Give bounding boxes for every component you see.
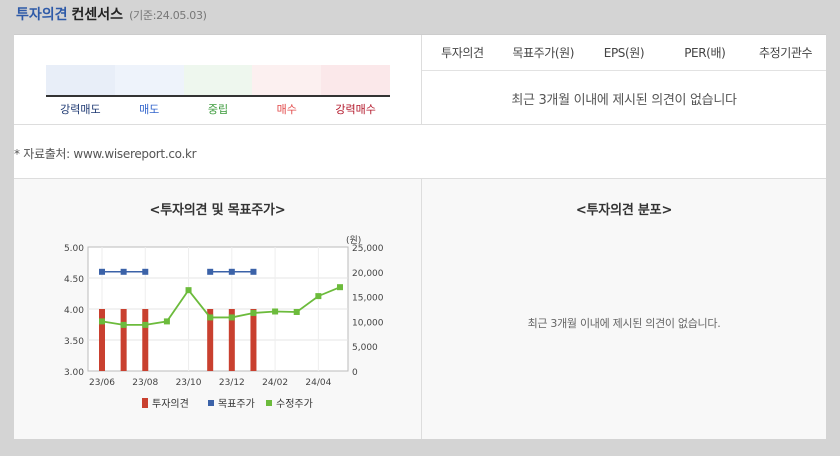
legend-swatch-adjusted [266,400,272,406]
charts-area: <투자의견 및 목표주가> 5.00 4.50 4.00 3.50 3.00 25,000… [14,179,826,439]
opinion-distribution-panel: <투자의견 분포> 최근 3개월 이내에 제시된 의견이 없습니다. [421,179,826,439]
y-left-tick-label: 3.00 [64,368,84,378]
table-column-header: EPS(원) [603,46,645,60]
y-left-tick-label: 5.00 [64,244,84,254]
legend-swatch-target [208,400,214,406]
gauge-segment [114,65,184,97]
source-note: * 자료출처: www.wisereport.co.kr [14,147,197,161]
table-column-header: 추정기관수 [758,46,813,60]
opinion-distribution-title: <투자의견 분포> [575,203,673,218]
target-price-point [99,268,105,275]
gauge-label: 매도 [139,103,160,116]
opinion-bar [99,309,105,371]
y-left-tick-label: 4.00 [64,306,84,316]
y-left-tick-label: 3.50 [64,337,84,347]
gauge-segment [252,65,322,97]
y-right-tick-label: 25,000 [352,244,384,254]
opinion-bar [142,309,149,371]
opinion-bar [228,309,235,371]
opinion-bar [120,309,127,371]
gauge-label: 매수 [276,103,297,116]
gauge-bar [46,65,390,97]
x-tick-label: 24/02 [262,378,288,388]
y-right-tick-label: 5,000 [352,343,378,353]
gauge-labels: 강력매도 매도 중립 매수 강력매수 [46,101,390,117]
opinion-target-chart: 5.00 4.50 4.00 3.50 3.00 25,000 20,000 15,000 10… [64,235,384,410]
consensus-table: 투자의견 목표주가(원) EPS(원) PER(배) 추정기관수 최근 3개월 이내에 … [421,35,826,125]
x-tick-label: 24/04 [305,378,331,388]
gauge-label: 강력매수 [335,103,376,116]
adjusted-price-point [163,318,170,325]
opinion-bar [207,309,214,371]
y-left-tick-label: 4.50 [64,275,84,285]
legend-label-opinion: 투자의견 [152,398,189,410]
adjusted-price-point [228,314,235,321]
x-tick-label: 23/12 [219,378,245,388]
y-right-tick-label: 15,000 [352,294,384,304]
target-price-point [207,268,214,275]
y-right-tick-label: 20,000 [352,269,384,279]
target-price-point [228,268,235,275]
source-row: * 자료출처: www.wisereport.co.kr [14,125,826,179]
gauge-label: 중립 [207,103,229,116]
adjusted-price-point [315,293,322,300]
y-right-tick-label: 0 [352,368,358,378]
section-subtitle: 컨센서스 [71,7,124,23]
summary-row: 강력매도 매도 중립 매수 강력매수 투자의견 목표주가(원) EPS(원) PER(배) 추정… [14,35,826,125]
opinion-bar [250,309,257,371]
x-tick-label: 23/08 [132,378,158,388]
target-price-point [142,268,149,275]
opinion-target-chart-title: <투자의견 및 목표주가> [149,203,286,218]
legend-label-adjusted: 수정주가 [276,398,313,410]
adjusted-price-point [337,284,343,291]
gauge-segment [46,65,115,97]
adjusted-price-point [250,309,257,316]
y-right-tick-label: 10,000 [352,318,384,328]
section-title: 투자의견 [16,7,68,23]
legend-label-target: 목표주가 [218,398,255,410]
x-tick-label: 23/10 [176,378,202,388]
opinion-gauge: 강력매도 매도 중립 매수 강력매수 [46,65,390,117]
consensus-panel: 강력매도 매도 중립 매수 강력매수 투자의견 목표주가(원) EPS(원) PER(배) 추정… [14,34,826,439]
adjusted-price-point [120,321,127,328]
gauge-label: 강력매도 [60,103,101,116]
gauge-segment [321,65,390,97]
table-column-header: 목표주가(원) [512,46,575,60]
table-header: 투자의견 목표주가(원) EPS(원) PER(배) 추정기관수 [422,35,826,71]
gauge-segment [183,65,253,97]
adjusted-price-point [142,321,149,328]
target-price-point [120,268,127,275]
opinion-target-chart-panel: <투자의견 및 목표주가> 5.00 4.50 4.00 3.50 3.00 25,000… [14,179,421,439]
legend-swatch-opinion [142,398,148,408]
x-tick-label: 23/06 [89,378,115,388]
adjusted-price-point [272,308,279,315]
distribution-empty-message: 최근 3개월 이내에 제시된 의견이 없습니다. [527,317,721,330]
table-column-header: 투자의견 [441,46,484,60]
adjusted-price-point [207,314,214,321]
adjusted-price-line [101,286,341,326]
table-column-header: PER(배) [684,46,726,60]
adjusted-price-point [99,318,105,325]
adjusted-price-point [293,308,300,315]
y-right-unit-label: (원) [346,235,361,246]
target-price-point [250,268,257,275]
basis-date: (기준:24.05.03) [129,9,207,22]
adjusted-price-point [185,287,192,294]
table-empty-message: 최근 3개월 이내에 제시된 의견이 없습니다 [511,93,737,108]
section-header: 투자의견 컨센서스 (기준:24.05.03) [16,4,207,26]
